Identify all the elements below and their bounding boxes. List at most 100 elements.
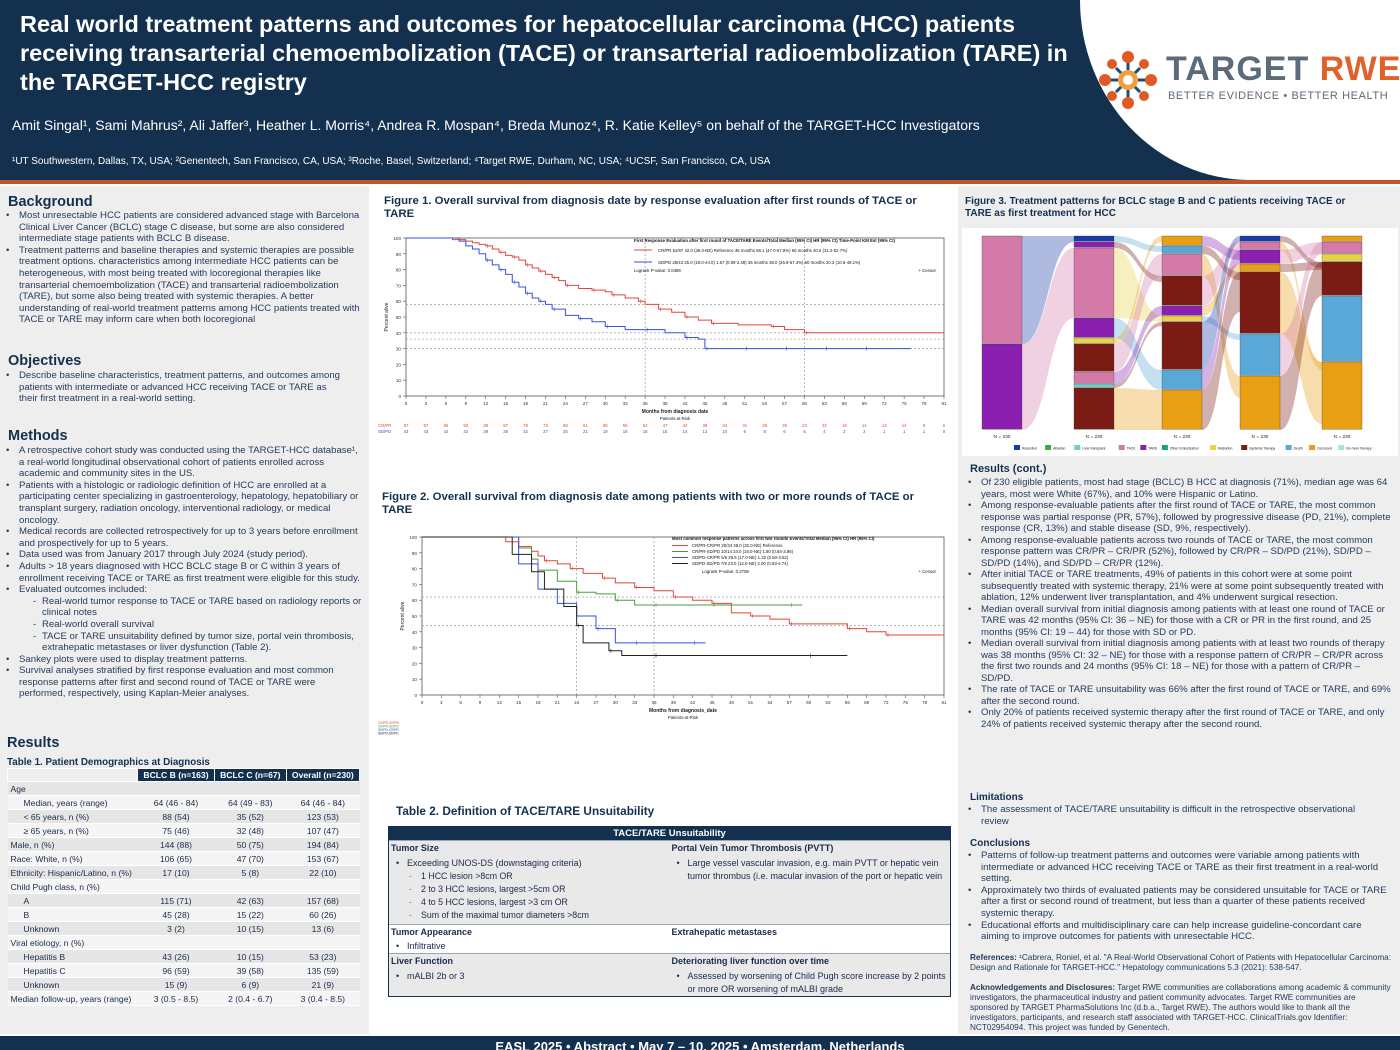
sankey-node — [1073, 317, 1115, 338]
references: References: ¹Cabrera, Roniel, et al. "A … — [970, 953, 1394, 973]
table-cell: Race: White, n (%) — [7, 851, 138, 866]
table-cell: 32 (48) — [214, 823, 287, 838]
risk-count: 9 — [744, 429, 747, 434]
logo-word-rwe: RWE — [1319, 50, 1400, 88]
survival-curve-sdpd_sdpd — [422, 536, 848, 656]
table1-caption: Table 1. Patient Demographics at Diagnos… — [7, 757, 210, 768]
y-tick-label: 10 — [412, 677, 418, 682]
x-tick-label: 9 — [464, 401, 467, 406]
affiliations: ¹UT Southwestern, Dallas, TX, USA; ²Gene… — [12, 156, 771, 167]
sankey-flow — [1202, 272, 1240, 430]
figure1-legend-row: SD/PD 28/43 25.0 (19.0-44.0) 1.57 (0.99-… — [658, 260, 861, 265]
sankey-flow — [1202, 236, 1240, 260]
risk-row-label: CR/PR — [378, 423, 391, 428]
x-tick-label: 72 — [882, 401, 888, 406]
acknowledgements-label: Acknowledgements and Disclosures: — [970, 983, 1116, 992]
sankey-node — [1161, 235, 1203, 246]
x-tick-label: 27 — [583, 401, 589, 406]
sankey-node — [981, 343, 1023, 430]
sankey-node — [1161, 305, 1203, 316]
table-cell: 3 (2) — [137, 921, 215, 936]
list-item: Evaluated outcomes included: Real-world … — [0, 584, 364, 654]
sankey-flow — [1280, 272, 1322, 424]
risk-row-label: SD/PD-CR/PR — [378, 728, 399, 732]
table-cell — [286, 781, 360, 796]
sankey-node — [1239, 263, 1281, 272]
survival-curve-crpr — [406, 237, 944, 334]
figure2-legend-row: SD/PD-CR/PR 5/6 29.5 (17.0-NE) 1.32 (0.5… — [692, 555, 789, 560]
sankey-node — [1073, 337, 1115, 344]
sankey-flow — [1114, 318, 1162, 390]
logo-area: TARGET RWE BETTER EVIDENCE • BETTER HEAL… — [1080, 0, 1400, 180]
table-cell: Deteriorating liver function over time A… — [670, 954, 951, 996]
table-cell: 3 (0.4 - 8.5) — [286, 991, 360, 1006]
table-cell: Unknown — [7, 977, 138, 992]
list-item: Treatment patterns and baseline therapie… — [0, 245, 364, 326]
sankey-flow — [1280, 236, 1322, 268]
x-tick-label: 39 — [671, 700, 677, 705]
sankey-column-label: N = 230 — [1086, 434, 1103, 440]
table-cell: 88 (54) — [137, 809, 215, 824]
x-tick-label: 3 — [440, 700, 443, 705]
x-tick-label: 30 — [613, 700, 619, 705]
appearance-heading: Tumor Appearance — [391, 927, 473, 937]
risk-count: 1 — [903, 429, 906, 434]
sankey-flow — [1114, 248, 1162, 322]
risk-row-label: CR/PR-CR/PR — [378, 721, 400, 725]
sankey-legend-label: Systemic therapy — [1249, 447, 1275, 451]
risk-count: 27 — [543, 429, 548, 434]
sankey-legend-swatch — [1309, 445, 1316, 450]
y-tick-label: 40 — [412, 630, 418, 635]
risk-count: 39 — [483, 429, 488, 434]
liver-function-heading: Liver Function — [391, 956, 454, 966]
sankey-legend-swatch — [1140, 445, 1147, 450]
risk-count: 1 — [883, 429, 886, 434]
y-tick-label: 30 — [412, 646, 418, 651]
table-row: Hepatitis B 43 (26) 10 (15) 53 (23) — [7, 949, 360, 964]
table-cell — [214, 879, 287, 894]
y-tick-label: 90 — [396, 252, 402, 257]
risk-count: 23 — [802, 423, 807, 428]
figure2-legend-row: CR/PR-SD/PD 10/14 24.0 (18.0-NE) 1.80 (0… — [692, 549, 794, 554]
sankey-node — [1321, 235, 1363, 242]
risk-row-label: SD/PD-SD/PD — [378, 732, 399, 736]
sankey-legend-label: Death — [1294, 447, 1303, 451]
x-tick-label: 45 — [709, 700, 715, 705]
sub-list-item: Real-world overall survival — [31, 619, 364, 631]
x-tick-label: 39 — [662, 401, 668, 406]
sankey-legend-swatch — [1118, 445, 1125, 450]
risk-count: 18 — [623, 429, 628, 434]
extrahepatic-heading: Extrahepatic metastases — [671, 927, 778, 937]
x-tick-label: 24 — [574, 700, 580, 705]
table-cell: Extrahepatic metastases — [670, 925, 951, 953]
acknowledgements: Acknowledgements and Disclosures: Target… — [970, 983, 1394, 1033]
table-cell: 43 (26) — [137, 949, 215, 964]
table-cell: 10 (15) — [214, 921, 287, 936]
risk-count: 2 — [843, 429, 846, 434]
risk-count: 35 — [503, 429, 508, 434]
risk-count: 10 — [722, 429, 727, 434]
table-row: Child Pugh class, n (%) — [7, 879, 360, 894]
y-tick-label: 60 — [396, 299, 402, 304]
table-cell: Median follow-up, years (range) — [7, 991, 138, 1006]
table-cell — [286, 879, 360, 894]
x-axis-label: Months from diagnosis_date — [649, 708, 717, 714]
x-tick-label: 18 — [535, 700, 541, 705]
sankey-legend-swatch — [1241, 445, 1248, 450]
sankey-legend-label: Ablation — [1053, 447, 1065, 451]
table-row: Unknown 15 (9) 6 (9) 21 (9) — [7, 977, 360, 992]
sankey-flow — [1202, 242, 1240, 306]
pvtt-bullet: Large vessel vascular invasion, e.g. mai… — [672, 857, 947, 883]
table-cell: 3 (0.5 - 8.5) — [137, 991, 215, 1006]
table-cell: Tumor Size Exceeding UNOS-DS (downstagin… — [389, 841, 670, 924]
table-cell: Viral etiology, n (%) — [7, 935, 138, 950]
table-row: A 115 (71) 42 (63) 157 (68) — [7, 893, 360, 908]
poster-header: Real world treatment patterns and outcom… — [0, 0, 1400, 182]
deteriorating-bullet: Assessed by worsening of Child Pugh scor… — [672, 970, 947, 996]
table-cell: Ethnicity: Hispanic/Latino, n (%) — [7, 865, 138, 880]
table-cell: 64 (49 - 83) — [214, 795, 287, 810]
table-header-row: BCLC B (n=163) BCLC C (n=67) Overall (n=… — [7, 768, 361, 782]
sankey-node — [1161, 275, 1203, 306]
y-axis-label: Percent alive — [384, 302, 390, 331]
risk-count: 68 — [563, 423, 568, 428]
